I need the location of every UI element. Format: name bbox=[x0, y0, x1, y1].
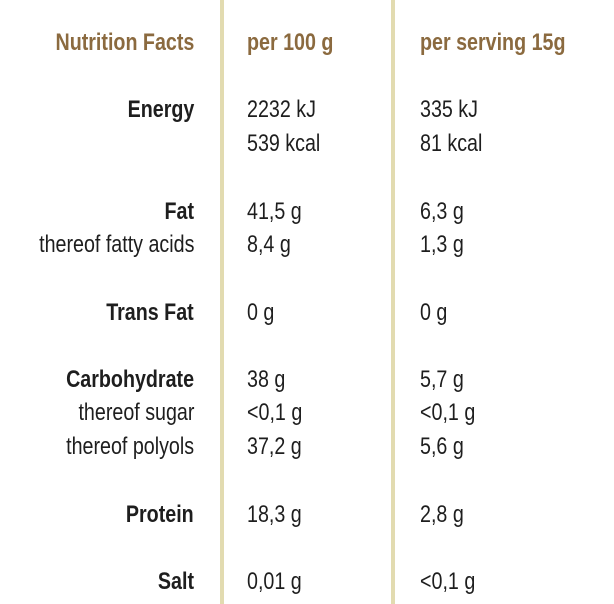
trans-fat-label: Trans Fat bbox=[106, 299, 194, 326]
polyols-serving: 5,6 g bbox=[420, 433, 464, 460]
energy-label: Energy bbox=[127, 96, 194, 123]
column-divider-1 bbox=[220, 0, 224, 604]
carbohydrate-serving: 5,7 g bbox=[420, 366, 464, 393]
protein-per100: 18,3 g bbox=[247, 501, 302, 528]
carbohydrate-per100: 38 g bbox=[247, 366, 286, 393]
fatty-acids-label: thereof fatty acids bbox=[38, 231, 194, 258]
fat-per100: 41,5 g bbox=[247, 198, 302, 225]
header-per-serving: per serving 15g bbox=[420, 29, 566, 56]
fatty-acids-serving: 1,3 g bbox=[420, 231, 464, 258]
sugar-serving: <0,1 g bbox=[420, 399, 476, 426]
salt-per100: 0,01 g bbox=[247, 568, 302, 595]
header-per-100g: per 100 g bbox=[247, 29, 334, 56]
trans-fat-serving: 0 g bbox=[420, 299, 448, 326]
polyols-per100: 37,2 g bbox=[247, 433, 302, 460]
energy-per100-kj: 2232 kJ bbox=[247, 96, 316, 123]
fat-serving: 6,3 g bbox=[420, 198, 464, 225]
fat-label: Fat bbox=[164, 198, 194, 225]
carbohydrate-label: Carbohydrate bbox=[66, 366, 194, 393]
salt-label: Salt bbox=[157, 568, 194, 595]
salt-serving: <0,1 g bbox=[420, 568, 476, 595]
column-divider-2 bbox=[391, 0, 395, 604]
trans-fat-per100: 0 g bbox=[247, 299, 275, 326]
energy-per100-kcal: 539 kcal bbox=[247, 130, 321, 157]
sugar-per100: <0,1 g bbox=[247, 399, 303, 426]
energy-serving-kcal: 81 kcal bbox=[420, 130, 483, 157]
sugar-label: thereof sugar bbox=[78, 399, 194, 426]
fatty-acids-per100: 8,4 g bbox=[247, 231, 291, 258]
protein-serving: 2,8 g bbox=[420, 501, 464, 528]
energy-serving-kj: 335 kJ bbox=[420, 96, 478, 123]
polyols-label: thereof polyols bbox=[66, 433, 194, 460]
header-label: Nutrition Facts bbox=[55, 29, 194, 56]
protein-label: Protein bbox=[126, 501, 194, 528]
